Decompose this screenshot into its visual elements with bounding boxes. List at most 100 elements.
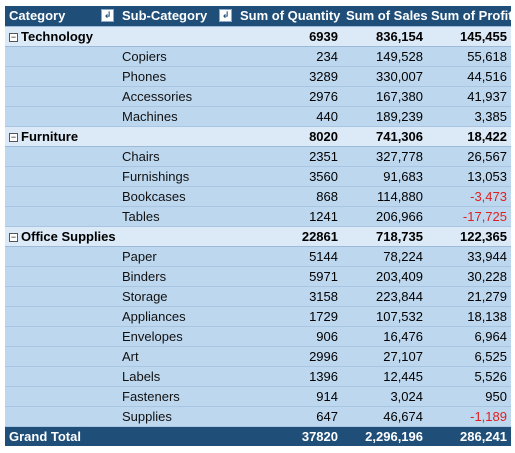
sub-category-row[interactable]: Furnishings 3560 91,683 13,053 xyxy=(5,166,511,187)
profit-header[interactable]: Sum of Profit xyxy=(427,6,511,26)
sub-category-row[interactable]: Labels 1396 12,445 5,526 xyxy=(5,366,511,387)
category-sales: 836,154 xyxy=(342,25,427,47)
sub-category-profit: 33,944 xyxy=(427,246,511,267)
category-row[interactable]: − Furniture 8020 741,306 18,422 xyxy=(5,125,511,147)
sub-category-sales: 203,409 xyxy=(342,266,427,287)
sub-category-row[interactable]: Tables 1241 206,966 -17,725 xyxy=(5,206,511,227)
sub-category-profit: 55,618 xyxy=(427,46,511,67)
empty-category-cell xyxy=(5,366,118,387)
sub-category-header[interactable]: Sub-Category ↲ xyxy=(118,6,236,26)
empty-category-cell xyxy=(5,146,118,167)
sub-category-row[interactable]: Art 2996 27,107 6,525 xyxy=(5,346,511,367)
grand-total-profit: 286,241 xyxy=(427,426,511,446)
empty-category-cell xyxy=(5,386,118,407)
sub-category-quantity: 2996 xyxy=(236,346,342,367)
empty-category-cell xyxy=(5,106,118,127)
empty-category-cell xyxy=(5,66,118,87)
sub-category-sales: 206,966 xyxy=(342,206,427,227)
category-label: Office Supplies xyxy=(21,228,116,244)
grand-total-sales: 2,296,196 xyxy=(342,426,427,446)
sub-category-sales: 3,024 xyxy=(342,386,427,407)
category-profit: 18,422 xyxy=(427,125,511,147)
sub-category-quantity: 868 xyxy=(236,186,342,207)
sub-category-name: Bookcases xyxy=(118,186,236,207)
sub-category-row[interactable]: Accessories 2976 167,380 41,937 xyxy=(5,86,511,107)
sub-category-row[interactable]: Phones 3289 330,007 44,516 xyxy=(5,66,511,87)
sub-category-filter-dropdown-icon[interactable]: ↲ xyxy=(219,9,232,23)
sub-category-row[interactable]: Binders 5971 203,409 30,228 xyxy=(5,266,511,287)
sub-category-quantity: 3158 xyxy=(236,286,342,307)
sub-category-name: Envelopes xyxy=(118,326,236,347)
category-row[interactable]: − Technology 6939 836,154 145,455 xyxy=(5,25,511,47)
sub-category-profit: 6,964 xyxy=(427,326,511,347)
sub-category-quantity: 3289 xyxy=(236,66,342,87)
sub-category-row[interactable]: Storage 3158 223,844 21,279 xyxy=(5,286,511,307)
sub-category-name: Supplies xyxy=(118,406,236,427)
sub-category-profit: -3,473 xyxy=(427,186,511,207)
sub-category-quantity: 440 xyxy=(236,106,342,127)
sub-category-row[interactable]: Paper 5144 78,224 33,944 xyxy=(5,246,511,267)
sub-category-sales: 167,380 xyxy=(342,86,427,107)
empty-category-cell xyxy=(5,186,118,207)
sub-category-sales: 12,445 xyxy=(342,366,427,387)
empty-category-cell xyxy=(5,306,118,327)
sub-category-name: Fasteners xyxy=(118,386,236,407)
pivot-table: Category ↲ Sub-Category ↲ Sum of Quantit… xyxy=(5,6,511,446)
category-label: Furniture xyxy=(21,128,79,144)
category-name-cell: − Technology xyxy=(5,25,236,47)
grand-total-quantity: 37820 xyxy=(236,426,342,446)
sub-category-profit: 44,516 xyxy=(427,66,511,87)
grand-total-label: Grand Total xyxy=(5,426,236,446)
sub-category-name: Copiers xyxy=(118,46,236,67)
sub-category-quantity: 234 xyxy=(236,46,342,67)
category-quantity: 6939 xyxy=(236,25,342,47)
category-header[interactable]: Category ↲ xyxy=(5,6,118,26)
sub-category-sales: 327,778 xyxy=(342,146,427,167)
sub-category-sales: 27,107 xyxy=(342,346,427,367)
sub-category-profit: 13,053 xyxy=(427,166,511,187)
sub-category-profit: 26,567 xyxy=(427,146,511,167)
sub-category-row[interactable]: Supplies 647 46,674 -1,189 xyxy=(5,406,511,427)
sub-category-quantity: 1396 xyxy=(236,366,342,387)
sub-category-row[interactable]: Bookcases 868 114,880 -3,473 xyxy=(5,186,511,207)
sub-category-row[interactable]: Fasteners 914 3,024 950 xyxy=(5,386,511,407)
sub-category-profit: -17,725 xyxy=(427,206,511,227)
sub-category-name: Binders xyxy=(118,266,236,287)
sub-category-name: Tables xyxy=(118,206,236,227)
category-name-cell: − Furniture xyxy=(5,125,236,147)
grand-total-row[interactable]: Grand Total 37820 2,296,196 286,241 xyxy=(5,426,511,446)
empty-category-cell xyxy=(5,166,118,187)
collapse-toggle-icon[interactable]: − xyxy=(9,231,18,242)
category-header-label: Category xyxy=(9,8,66,24)
category-label: Technology xyxy=(21,28,93,44)
sub-category-profit: 30,228 xyxy=(427,266,511,287)
sub-category-row[interactable]: Appliances 1729 107,532 18,138 xyxy=(5,306,511,327)
category-quantity: 8020 xyxy=(236,125,342,147)
sub-category-quantity: 1241 xyxy=(236,206,342,227)
sub-category-row[interactable]: Copiers 234 149,528 55,618 xyxy=(5,46,511,67)
empty-category-cell xyxy=(5,266,118,287)
sales-header[interactable]: Sum of Sales xyxy=(342,6,427,26)
category-profit: 122,365 xyxy=(427,225,511,247)
sub-category-profit: -1,189 xyxy=(427,406,511,427)
header-row: Category ↲ Sub-Category ↲ Sum of Quantit… xyxy=(5,6,511,26)
sub-category-row[interactable]: Chairs 2351 327,778 26,567 xyxy=(5,146,511,167)
sub-category-quantity: 2976 xyxy=(236,86,342,107)
empty-category-cell xyxy=(5,326,118,347)
sub-category-row[interactable]: Envelopes 906 16,476 6,964 xyxy=(5,326,511,347)
sub-category-name: Machines xyxy=(118,106,236,127)
sub-category-quantity: 647 xyxy=(236,406,342,427)
quantity-header[interactable]: Sum of Quantity xyxy=(236,6,342,26)
category-row[interactable]: − Office Supplies 22861 718,735 122,365 xyxy=(5,225,511,247)
sub-category-row[interactable]: Machines 440 189,239 3,385 xyxy=(5,106,511,127)
category-filter-dropdown-icon[interactable]: ↲ xyxy=(101,9,114,23)
collapse-toggle-icon[interactable]: − xyxy=(9,131,18,142)
sub-category-quantity: 914 xyxy=(236,386,342,407)
empty-category-cell xyxy=(5,346,118,367)
sub-category-profit: 5,526 xyxy=(427,366,511,387)
sub-category-sales: 149,528 xyxy=(342,46,427,67)
sub-category-sales: 16,476 xyxy=(342,326,427,347)
sub-category-name: Chairs xyxy=(118,146,236,167)
collapse-toggle-icon[interactable]: − xyxy=(9,31,18,42)
sub-category-quantity: 906 xyxy=(236,326,342,347)
